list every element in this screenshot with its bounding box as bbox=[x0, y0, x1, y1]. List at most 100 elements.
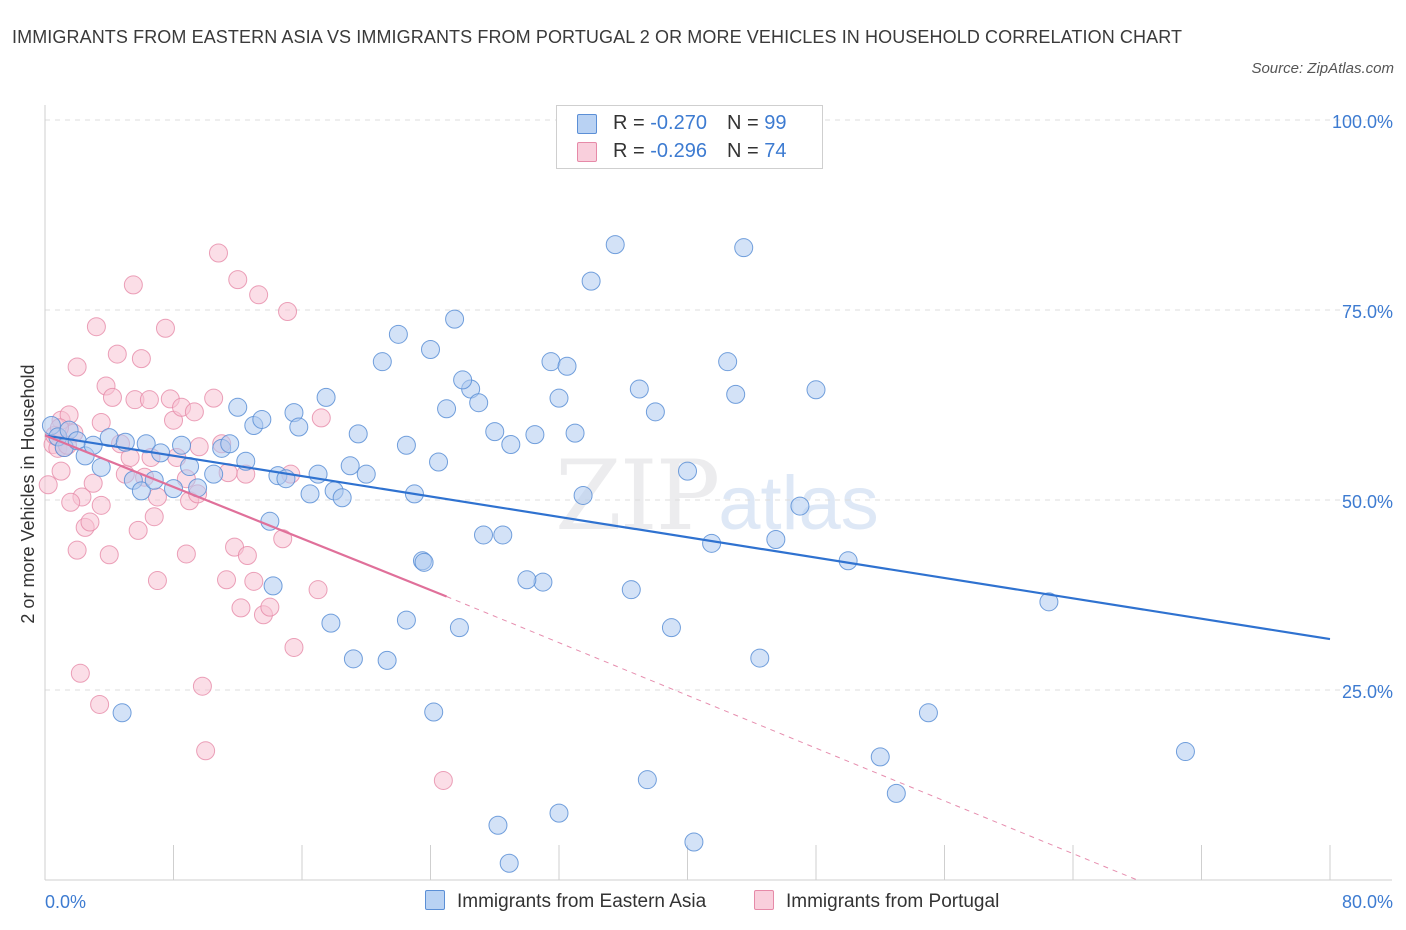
trend-lines bbox=[44, 434, 1331, 881]
data-point-eastern-asia bbox=[488, 815, 508, 835]
data-point-eastern-asia bbox=[501, 435, 521, 455]
data-point-eastern-asia bbox=[581, 271, 601, 291]
data-point-eastern-asia bbox=[228, 397, 248, 417]
data-point-eastern-asia bbox=[348, 424, 368, 444]
data-point-portugal bbox=[184, 402, 204, 422]
data-point-portugal bbox=[176, 544, 196, 564]
data-point-eastern-asia bbox=[629, 379, 649, 399]
data-point-portugal bbox=[38, 475, 58, 495]
data-point-eastern-asia bbox=[340, 456, 360, 476]
series-eastern-asia-points bbox=[41, 235, 1195, 873]
data-point-portugal bbox=[61, 492, 81, 512]
data-point-eastern-asia bbox=[424, 702, 444, 722]
data-point-eastern-asia bbox=[356, 464, 376, 484]
legend-label: Immigrants from Portugal bbox=[786, 891, 1000, 912]
data-point-portugal bbox=[91, 495, 111, 515]
data-point-eastern-asia bbox=[252, 409, 272, 429]
axes bbox=[44, 105, 1392, 881]
y-axis-label: 2 or more Vehicles in Household bbox=[18, 364, 38, 623]
data-point-eastern-asia bbox=[493, 525, 513, 545]
y-tick-label: 50.0% bbox=[1342, 492, 1393, 512]
legend-r-value: -0.296 bbox=[650, 140, 707, 162]
data-point-portugal bbox=[189, 437, 209, 457]
data-point-portugal bbox=[278, 302, 298, 322]
data-point-portugal bbox=[86, 317, 106, 337]
data-point-eastern-asia bbox=[388, 324, 408, 344]
data-point-eastern-asia bbox=[429, 452, 449, 472]
y-tick-label: 75.0% bbox=[1342, 302, 1393, 322]
data-point-eastern-asia bbox=[726, 384, 746, 404]
trend-line-eastern-asia bbox=[44, 434, 1331, 641]
data-point-eastern-asia bbox=[485, 422, 505, 442]
data-point-eastern-asia bbox=[414, 552, 434, 572]
data-point-eastern-asia bbox=[172, 435, 192, 455]
data-point-portugal bbox=[237, 545, 257, 565]
data-point-eastern-asia bbox=[343, 649, 363, 669]
data-point-eastern-asia bbox=[204, 464, 224, 484]
data-point-portugal bbox=[284, 637, 304, 657]
data-point-eastern-asia bbox=[525, 425, 545, 445]
data-point-portugal bbox=[90, 694, 110, 714]
data-point-eastern-asia bbox=[541, 352, 561, 372]
data-point-eastern-asia bbox=[469, 393, 489, 413]
data-point-eastern-asia bbox=[453, 370, 473, 390]
data-point-eastern-asia bbox=[918, 703, 938, 723]
legend-swatch-blue bbox=[425, 890, 445, 910]
legend-n-value: 74 bbox=[764, 140, 787, 162]
data-point-portugal bbox=[107, 344, 127, 364]
y-tick-label: 25.0% bbox=[1342, 682, 1393, 702]
data-point-eastern-asia bbox=[886, 783, 906, 803]
data-point-eastern-asia bbox=[474, 525, 494, 545]
data-point-portugal bbox=[139, 390, 159, 410]
data-point-eastern-asia bbox=[645, 402, 665, 422]
data-point-eastern-asia bbox=[445, 309, 465, 329]
data-point-portugal bbox=[83, 473, 103, 493]
data-point-eastern-asia bbox=[734, 238, 754, 258]
data-point-eastern-asia bbox=[573, 485, 593, 505]
legend-swatch-pink bbox=[577, 141, 597, 162]
data-point-eastern-asia bbox=[565, 423, 585, 443]
data-point-portugal bbox=[244, 571, 264, 591]
data-point-eastern-asia bbox=[112, 703, 132, 723]
data-point-eastern-asia bbox=[332, 488, 352, 508]
data-point-portugal bbox=[249, 285, 269, 305]
legend-row-eastern-asia: R = -0.270 N = 99 bbox=[577, 112, 786, 138]
data-point-eastern-asia bbox=[549, 803, 569, 823]
data-point-eastern-asia bbox=[421, 340, 440, 360]
legend-r-value: -0.270 bbox=[650, 112, 707, 134]
trend-line-portugal-extension bbox=[446, 596, 1138, 881]
legend-n-label: N = bbox=[726, 112, 765, 134]
data-point-eastern-asia bbox=[605, 235, 625, 255]
legend-swatch-pink bbox=[754, 890, 774, 910]
data-point-portugal bbox=[228, 270, 248, 290]
tick-labels: 25.0% 50.0% 75.0% 100.0% 0.0% 80.0% bbox=[45, 112, 1393, 912]
legend-swatch-blue bbox=[577, 113, 597, 134]
data-point-eastern-asia bbox=[621, 580, 641, 600]
data-point-eastern-asia bbox=[533, 572, 553, 592]
legend-label: Immigrants from Eastern Asia bbox=[457, 891, 707, 912]
data-point-eastern-asia bbox=[372, 352, 392, 372]
chart-title: IMMIGRANTS FROM EASTERN ASIA VS IMMIGRAN… bbox=[12, 27, 1183, 47]
legend-n-label: N = bbox=[726, 140, 765, 162]
y-tick-label: 100.0% bbox=[1332, 112, 1393, 132]
data-point-eastern-asia bbox=[557, 356, 577, 376]
legend-r-label: R = bbox=[613, 112, 651, 134]
data-point-eastern-asia bbox=[1039, 592, 1059, 612]
legend-item-portugal: Immigrants from Portugal bbox=[754, 890, 999, 913]
data-point-portugal bbox=[217, 570, 237, 590]
data-point-portugal bbox=[311, 408, 331, 428]
x-tick-label: 80.0% bbox=[1342, 892, 1393, 912]
data-point-eastern-asia bbox=[263, 576, 283, 596]
data-point-portugal bbox=[80, 512, 100, 532]
data-point-portugal bbox=[147, 571, 167, 591]
data-point-portugal bbox=[192, 676, 212, 696]
data-point-portugal bbox=[51, 461, 71, 481]
data-point-portugal bbox=[70, 663, 90, 683]
data-point-eastern-asia bbox=[289, 417, 309, 437]
data-point-eastern-asia bbox=[637, 770, 657, 790]
data-point-eastern-asia bbox=[549, 388, 569, 408]
data-point-portugal bbox=[123, 275, 143, 295]
data-point-portugal bbox=[196, 741, 216, 761]
data-point-portugal bbox=[433, 770, 453, 790]
data-point-eastern-asia bbox=[316, 387, 336, 407]
